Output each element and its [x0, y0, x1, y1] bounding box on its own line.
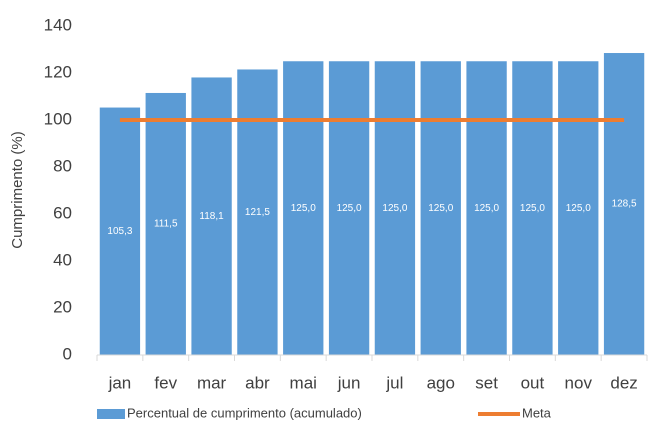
x-tick-label: ago: [427, 373, 455, 392]
value-label: 125,0: [382, 203, 407, 214]
y-tick-label: 140: [44, 15, 72, 34]
x-tick-label: mai: [290, 373, 317, 392]
y-axis-label: Cumprimento (%): [9, 131, 26, 249]
y-tick-label: 0: [63, 344, 72, 363]
bar: [374, 61, 416, 355]
value-label: 118,1: [199, 211, 224, 222]
x-tick-label: out: [521, 373, 545, 392]
y-tick-label: 80: [53, 156, 72, 175]
y-tick-label: 20: [53, 297, 72, 316]
legend-swatch: [97, 409, 125, 419]
bar: [603, 53, 645, 356]
bar: [420, 61, 461, 355]
y-tick-label: 60: [53, 203, 72, 222]
x-tick-label: mar: [197, 373, 227, 392]
y-tick-label: 100: [44, 109, 72, 128]
bar: [191, 77, 232, 355]
bar: [558, 61, 599, 355]
x-tick-label: dez: [610, 373, 637, 392]
value-label: 121,5: [245, 207, 270, 218]
value-label: 125,0: [474, 203, 499, 214]
bar: [99, 107, 141, 355]
y-tick-label: 120: [44, 62, 72, 81]
bar: [512, 61, 553, 355]
value-label: 111,5: [154, 219, 178, 230]
x-tick-label: nov: [565, 373, 593, 392]
legend-label: Meta: [522, 405, 552, 420]
value-label: 105,3: [107, 226, 132, 237]
value-label: 125,0: [520, 203, 545, 214]
x-tick-label: set: [475, 373, 498, 392]
x-tick-label: jan: [108, 373, 132, 392]
bar: [283, 61, 324, 355]
bar: [466, 61, 507, 355]
value-label: 125,0: [291, 203, 316, 214]
value-label: 125,0: [337, 203, 362, 214]
value-label: 125,0: [566, 203, 591, 214]
legend-label: Percentual de cumprimento (acumulado): [127, 405, 362, 420]
x-tick-label: fev: [154, 373, 177, 392]
x-tick-label: jul: [385, 373, 403, 392]
y-tick-label: 40: [53, 250, 72, 269]
bar: [237, 69, 278, 355]
bar: [328, 61, 370, 355]
bar: [145, 92, 186, 355]
x-tick-label: abr: [245, 373, 270, 392]
value-label: 128,5: [612, 199, 637, 210]
value-label: 125,0: [428, 203, 453, 214]
x-tick-label: jun: [337, 373, 361, 392]
